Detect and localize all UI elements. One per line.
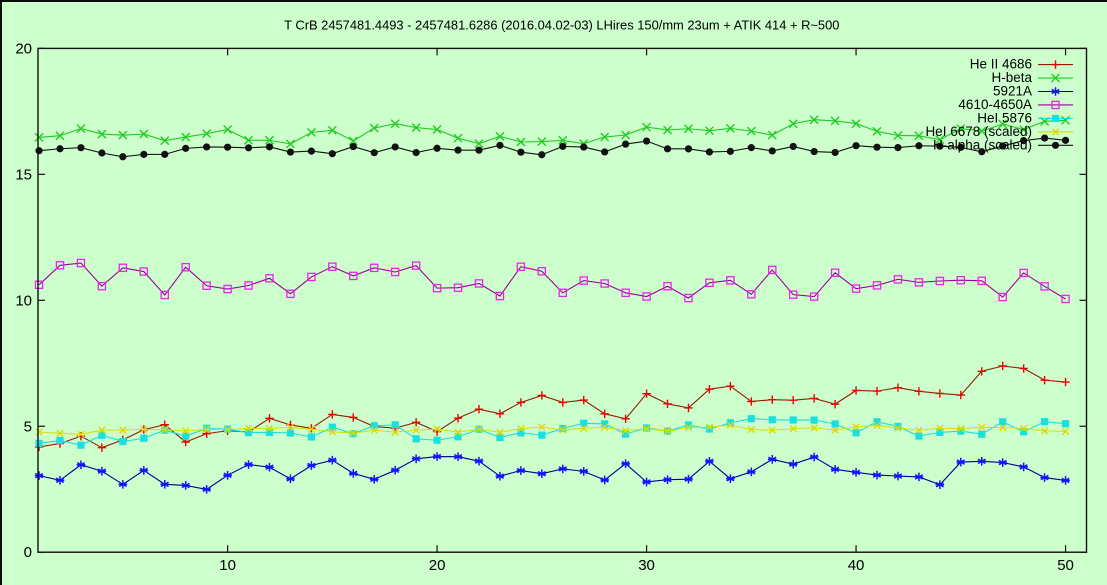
svg-text:5: 5 <box>24 418 32 435</box>
svg-text:0: 0 <box>24 544 32 561</box>
svg-text:40: 40 <box>848 557 865 574</box>
svg-text:30: 30 <box>638 557 655 574</box>
svg-text:15: 15 <box>15 166 32 183</box>
svg-text:20: 20 <box>429 557 446 574</box>
svg-text:T CrB 2457481.4493 - 2457481.6: T CrB 2457481.4493 - 2457481.6286 (2016.… <box>284 18 839 33</box>
svg-text:20: 20 <box>15 40 32 57</box>
svg-text:10: 10 <box>15 292 32 309</box>
svg-text:50: 50 <box>1057 557 1074 574</box>
svg-text:H-alpha (scaled): H-alpha (scaled) <box>933 137 1032 152</box>
svg-text:10: 10 <box>219 557 236 574</box>
